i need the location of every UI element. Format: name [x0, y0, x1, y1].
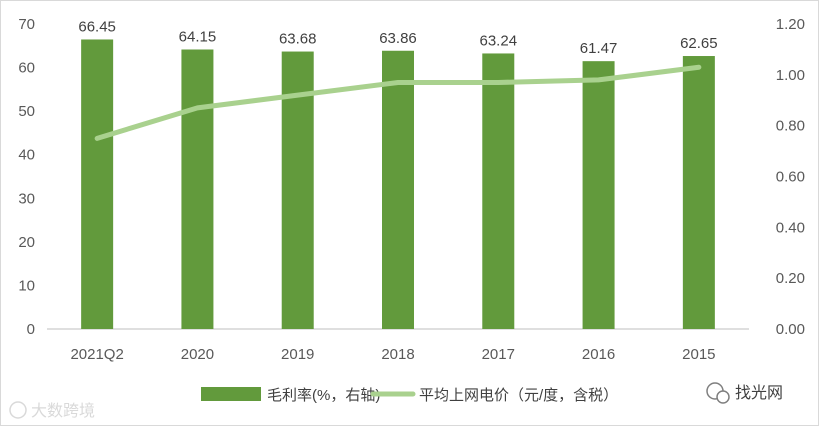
bar-series [81, 39, 715, 330]
right-axis-tick-label: 1.00 [776, 67, 805, 84]
data-labels: 66.45 64.15 63.68 63.86 63.24 61.47 62.65 [78, 18, 717, 57]
left-axis-tick-label: 30 [18, 190, 35, 207]
x-axis-ticks: 2021Q2 2020 2019 2018 2017 2016 2015 [70, 346, 715, 363]
bar [482, 53, 515, 329]
x-axis-tick-label: 2016 [582, 346, 615, 363]
x-axis-tick-label: 2015 [682, 346, 715, 363]
right-axis-tick-label: 1.20 [776, 16, 805, 33]
line-series [94, 64, 702, 141]
x-axis-tick-label: 2017 [482, 346, 515, 363]
bar-data-label: 61.47 [580, 40, 618, 57]
right-axis-tick-label: 0.60 [776, 169, 805, 186]
left-axis-tick-label: 20 [18, 234, 35, 251]
left-axis-ticks: 0 10 20 30 40 50 60 70 [18, 16, 35, 338]
bar-data-label: 66.45 [78, 18, 116, 35]
bar-data-label: 63.24 [480, 32, 518, 49]
watermark-logo-icon [9, 401, 27, 419]
bar-data-label: 63.68 [279, 31, 317, 48]
watermark-left: 大数跨境 [9, 401, 95, 420]
left-axis-tick-label: 50 [18, 103, 35, 120]
watermark-left-text: 大数跨境 [31, 401, 95, 420]
right-axis-tick-label: 0.20 [776, 270, 805, 287]
left-axis-tick-label: 60 [18, 60, 35, 77]
legend-label-bar: 毛利率(%，右轴) [267, 387, 380, 404]
bar-data-label: 64.15 [179, 28, 217, 45]
watermark-right: 找光网 [706, 382, 783, 404]
left-axis-tick-label: 10 [18, 277, 35, 294]
x-axis-tick-label: 2020 [181, 346, 214, 363]
legend: 毛利率(%，右轴) 平均上网电价（元/度，含税） [201, 387, 618, 404]
legend-swatch-bar [201, 387, 261, 401]
right-axis-tick-label: 0.40 [776, 219, 805, 236]
bar [682, 56, 715, 330]
left-axis-tick-label: 70 [18, 16, 35, 33]
left-axis-tick-label: 40 [18, 147, 35, 164]
right-axis-tick-label: 0.80 [776, 118, 805, 135]
bar [382, 50, 414, 329]
bar-data-label: 63.86 [379, 30, 417, 47]
right-axis-ticks: 0.00 0.20 0.40 0.60 0.80 1.00 1.20 [776, 16, 805, 338]
legend-label-line: 平均上网电价（元/度，含税） [419, 387, 618, 404]
watermark-right-text: 找光网 [735, 384, 783, 402]
left-axis-tick-label: 0 [27, 321, 35, 338]
bar-data-label: 62.65 [680, 35, 718, 52]
x-axis-tick-label: 2021Q2 [70, 346, 123, 363]
x-axis-tick-label: 2018 [381, 346, 414, 363]
wechat-icon-small [716, 390, 730, 404]
bar [181, 49, 214, 329]
price-line [94, 64, 702, 141]
bar [81, 39, 114, 329]
bar [582, 61, 615, 329]
x-axis-tick-label: 2019 [281, 346, 314, 363]
right-axis-tick-label: 0.00 [776, 321, 805, 338]
